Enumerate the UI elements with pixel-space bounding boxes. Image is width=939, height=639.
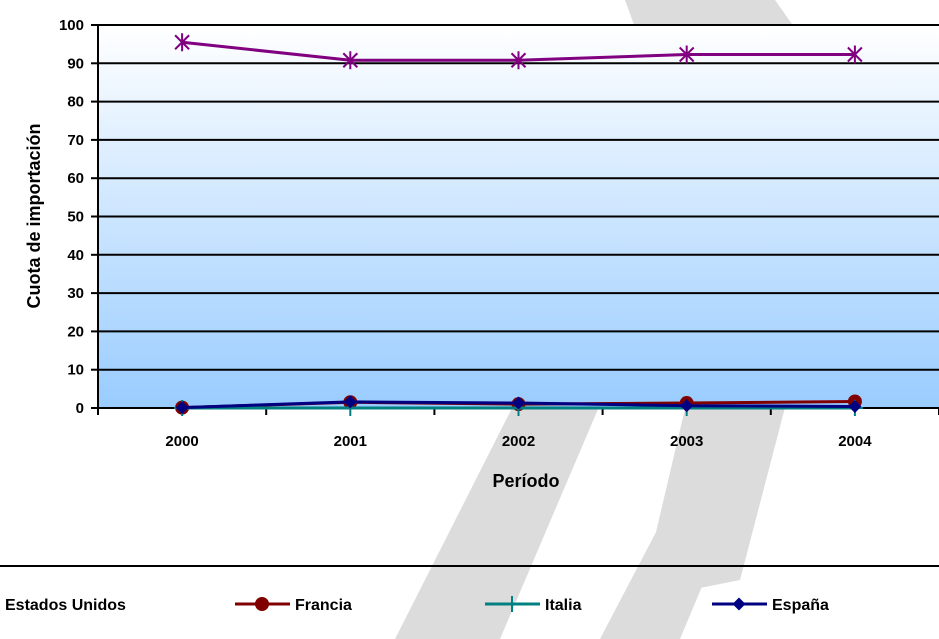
y-tick-label: 20: [67, 323, 84, 340]
x-tick-label: 2002: [502, 433, 535, 450]
y-tick-label: 30: [67, 285, 84, 302]
data-point: [343, 395, 357, 409]
legend-item: España: [712, 597, 829, 614]
x-axis-title: Período: [492, 471, 559, 491]
data-point: [512, 396, 525, 410]
y-tick-label: 10: [67, 362, 84, 379]
x-tick-label: 2000: [165, 433, 198, 450]
series: [174, 33, 863, 70]
series-layer: [174, 33, 863, 416]
legend: Estados Unidos Francia Italia España: [5, 596, 829, 614]
data-point: [175, 401, 189, 415]
series: [175, 395, 862, 415]
data-point: [847, 45, 863, 64]
data-point: [680, 399, 694, 413]
y-axis-title: Cuota de importación: [24, 123, 44, 308]
data-point: [678, 45, 695, 64]
data-point: [342, 51, 359, 70]
legend-item: Estados Unidos: [5, 597, 126, 614]
legend-label: España: [772, 597, 829, 614]
data-point: [510, 51, 527, 70]
legend-item: Francia: [235, 597, 352, 614]
legend-item: Italia: [485, 596, 582, 614]
y-tick-label: 90: [67, 55, 84, 72]
y-tick-label: 0: [76, 400, 84, 417]
y-tick-label: 60: [67, 170, 84, 187]
y-tick-label: 50: [67, 209, 84, 226]
data-point: [848, 399, 862, 413]
x-tick-label: 2001: [334, 433, 367, 450]
data-point: [732, 597, 746, 611]
legend-label: Estados Unidos: [5, 597, 126, 614]
y-tick-label: 80: [67, 94, 84, 111]
y-axis: 0 10 20 30 40 50 60 70 80 90 100: [59, 17, 99, 417]
data-point: [174, 33, 190, 52]
legend-label: Italia: [545, 597, 582, 614]
y-tick-label: 40: [67, 247, 84, 264]
legend-label: Francia: [295, 597, 352, 614]
data-point: [255, 597, 269, 611]
y-tick-label: 70: [67, 132, 84, 149]
y-tick-label: 100: [59, 17, 84, 34]
x-tick-label: 2004: [838, 433, 872, 450]
x-tick-label: 2003: [670, 433, 703, 450]
data-point: [504, 596, 520, 612]
